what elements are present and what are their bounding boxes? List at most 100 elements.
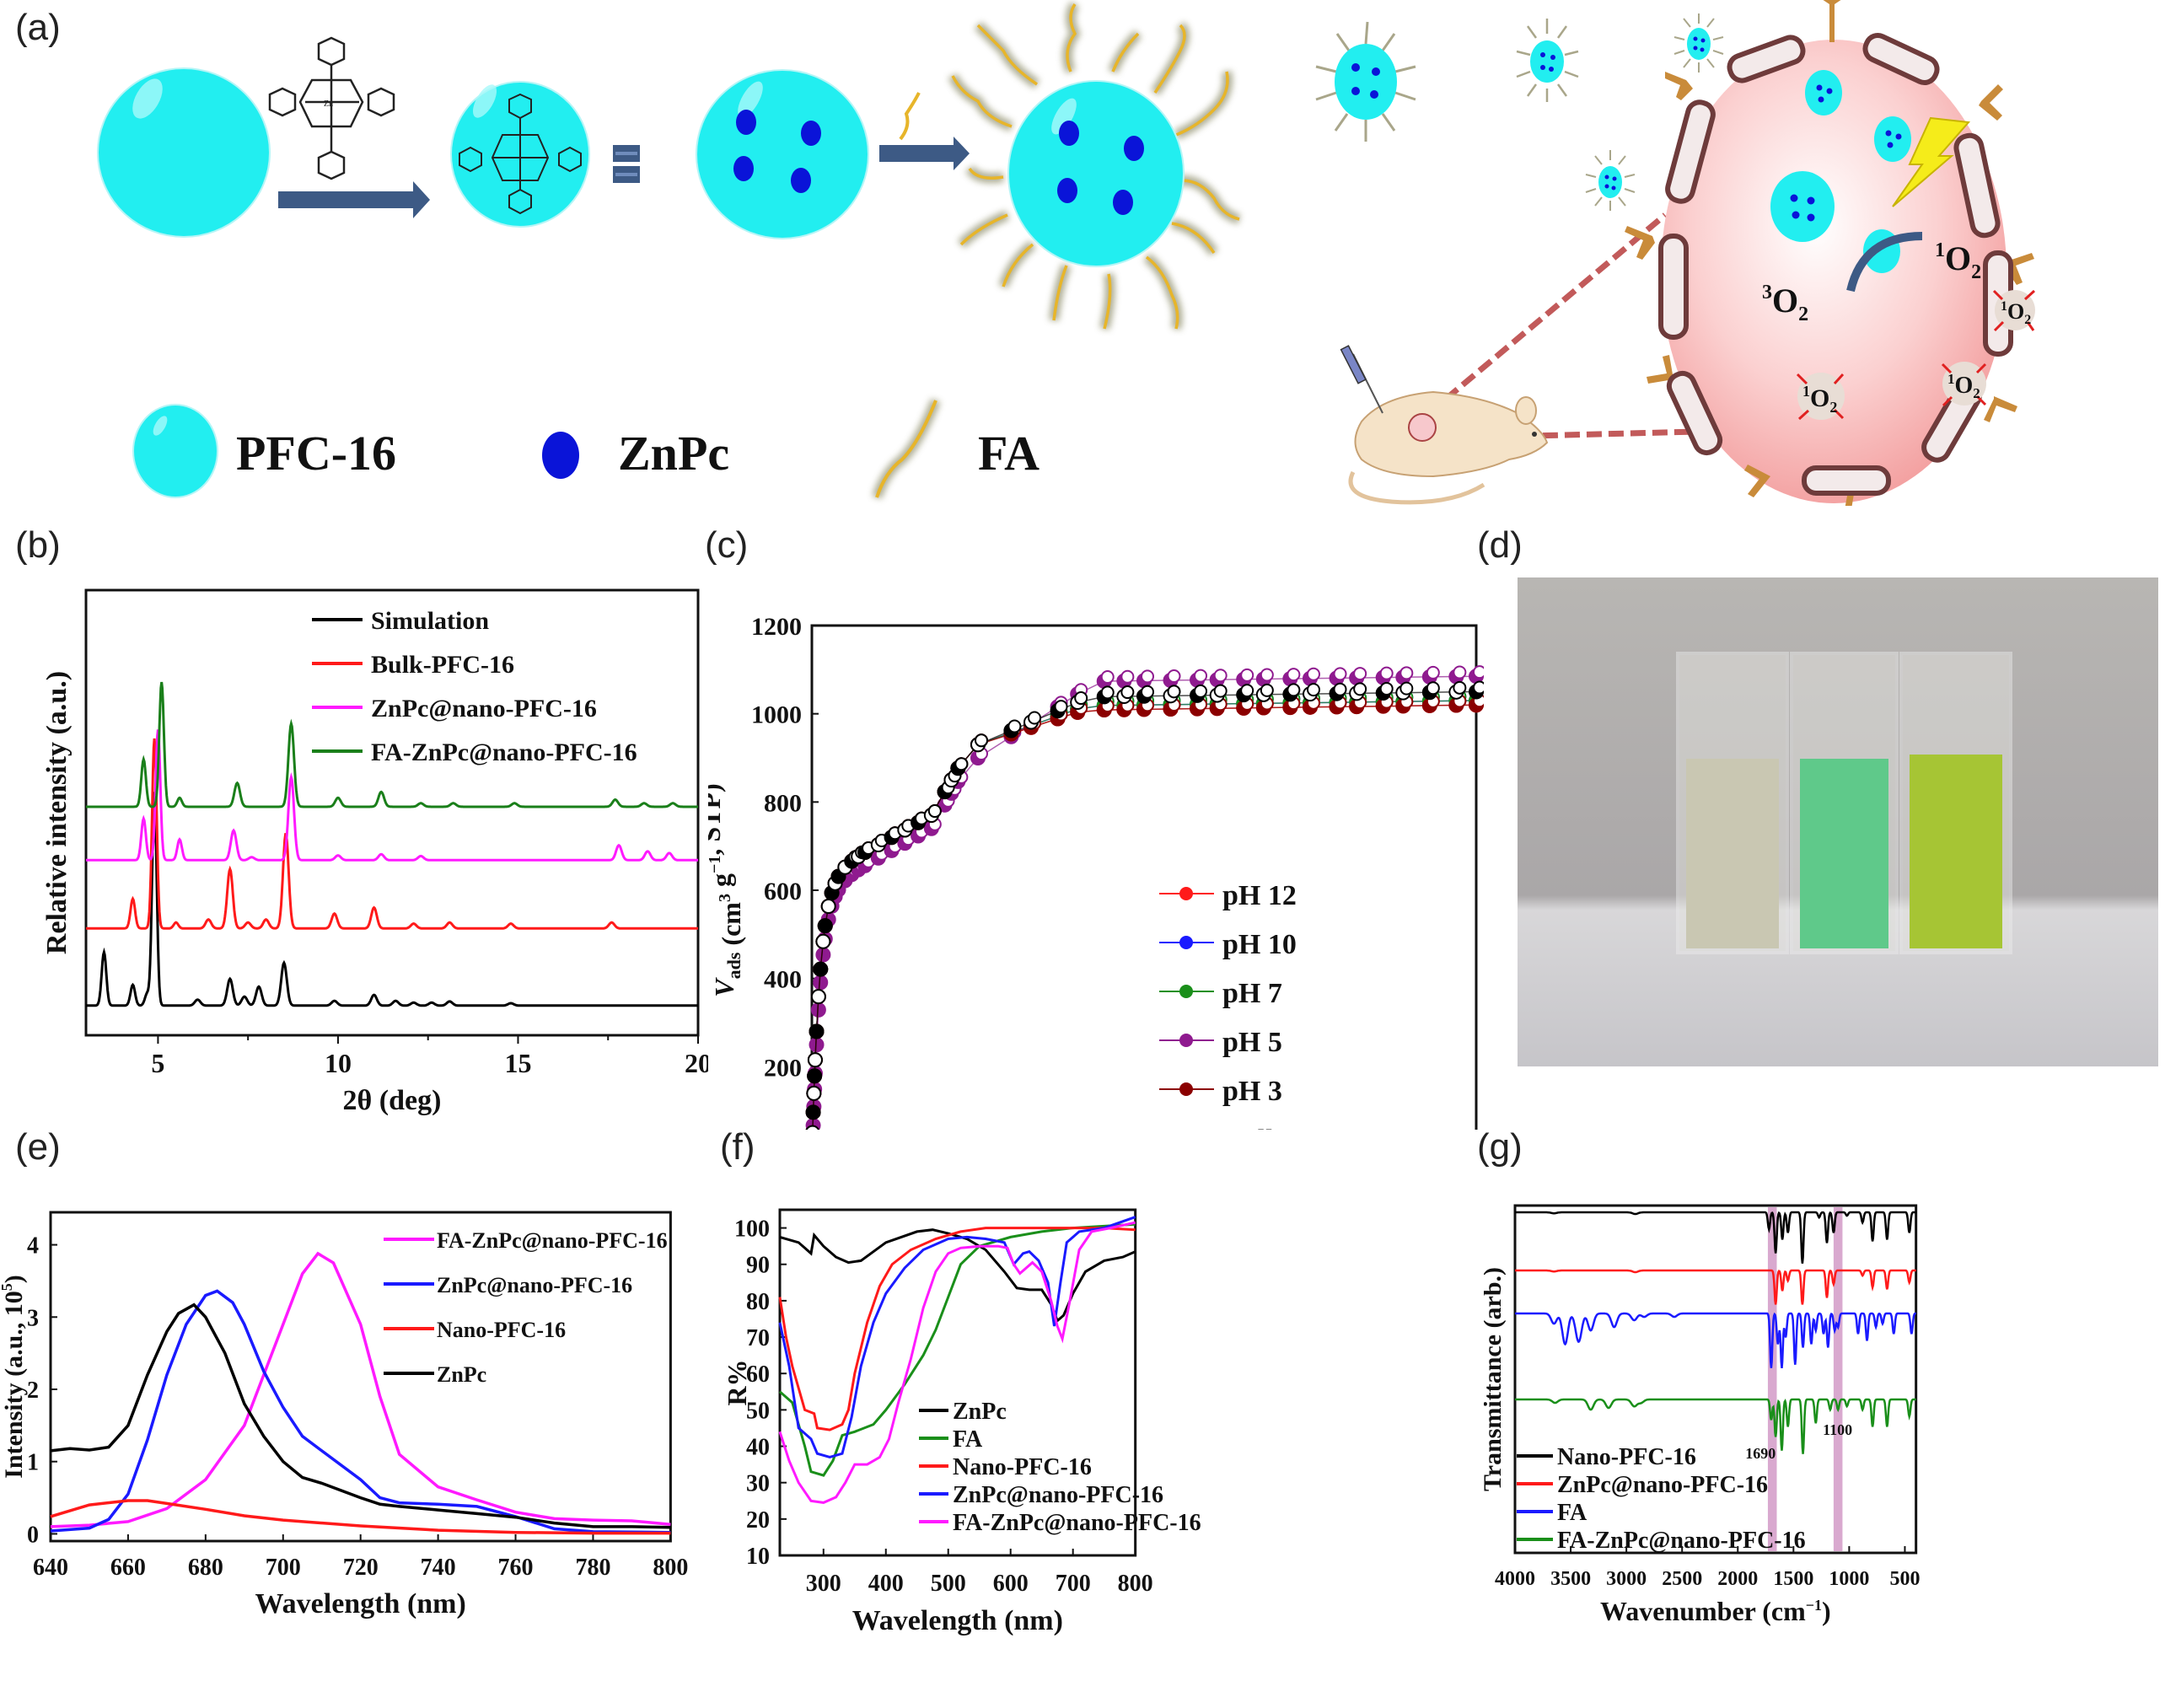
series-line-fa-znpc-nano-pfc-16 (86, 681, 698, 808)
x-tick-label: 800 (1118, 1571, 1153, 1597)
nanoparticle-small (1516, 19, 1579, 102)
nanoparticle-small (1673, 13, 1724, 73)
data-point (805, 1125, 820, 1130)
panel-label-b: (b) (15, 524, 61, 566)
x-tick-label: 4000 (1495, 1568, 1535, 1590)
highlight-band (1833, 1207, 1843, 1551)
y-tick-label: 70 (746, 1325, 770, 1351)
legend-pfc16-label: PFC-16 (236, 426, 396, 481)
legend-marker (1179, 985, 1193, 998)
legend-marker (1179, 1034, 1193, 1047)
x-tick-label: 640 (33, 1555, 68, 1581)
x-tick-label: 400 (868, 1571, 904, 1597)
conversion-arrow (1846, 232, 1923, 293)
series-line (50, 1289, 671, 1534)
schematic-legend: PFC-16 ZnPc FA (132, 398, 1040, 500)
znpc-loaded-sphere (696, 69, 869, 239)
y-tick-label: 800 (764, 789, 802, 817)
arrow-icon (879, 137, 970, 170)
y-tick-label: 90 (746, 1253, 770, 1279)
desorption-point (1194, 669, 1208, 683)
series-line (1515, 1398, 1916, 1454)
x-tick-label: 2000 (1717, 1568, 1758, 1590)
desorption-point (1353, 682, 1367, 696)
isotherm-line (812, 700, 1477, 1130)
series-line-simulation (86, 792, 698, 1007)
panel-label-f: (f) (720, 1126, 755, 1168)
x-axis-label: 2θ (deg) (343, 1085, 442, 1116)
legend-label: pH 7 (1222, 978, 1282, 1009)
pfc16-sphere-loaded (450, 81, 590, 228)
series-line (50, 1499, 671, 1535)
y-tick-label: 2 (27, 1378, 39, 1404)
series-line (1515, 1312, 1916, 1369)
panel-label-e: (e) (15, 1126, 61, 1168)
panel-label-d: (d) (1477, 524, 1523, 566)
chart-e-fluorescence: 640 660 680 700 720 740 760 780 800 0 1 2 3 4 Waveleng… (0, 1211, 688, 1619)
y-tick-label: 20 (746, 1507, 770, 1533)
x-tick-label: 680 (188, 1555, 223, 1581)
x-axis-label: Wavenumber (cm−1) (1600, 1596, 1831, 1626)
y-tick-label: 50 (746, 1398, 770, 1424)
isotherm-line (812, 704, 1477, 1130)
desorption-point (1213, 669, 1228, 683)
desorption-point (1399, 666, 1414, 680)
x-axis-label: Wavelength (nm) (255, 1588, 466, 1619)
photo-d-cuvettes (1518, 577, 2158, 1066)
cuvette-1 (1676, 652, 1789, 954)
series-line (50, 1302, 671, 1529)
isotherm-line (812, 690, 1477, 1130)
legend-label: ZnPc@nano-PFC-16 (371, 695, 597, 722)
desorption-point (1333, 667, 1347, 681)
y-axis-label: Transmittance (arb.) (1484, 1267, 1507, 1491)
fa-coated-sphere (948, 1, 1241, 330)
plot-frame (1513, 1204, 1918, 1555)
data-point (817, 918, 833, 934)
data-point (807, 1052, 823, 1068)
cyan-sphere-icon (132, 404, 218, 498)
panel-label-c: (c) (705, 524, 749, 566)
desorption-point (1426, 681, 1440, 696)
series-line-bulk-pfc-16 (86, 738, 698, 930)
desorption-point (1379, 666, 1394, 680)
svg-text:1O2: 1O2 (2001, 299, 2031, 327)
y-axis-label: R% (722, 1359, 752, 1405)
desorption-point (1167, 669, 1181, 683)
desorption-point (1120, 685, 1135, 700)
singlet-oxygen-burst: 1O2 (1796, 373, 1845, 421)
series-line (1515, 1211, 1916, 1264)
chart-c-isotherm: 0.00.20.40.60.81.020040060080010001200Re… (708, 613, 1484, 1130)
plot-frame (84, 588, 700, 1037)
desorption-point (1167, 685, 1181, 699)
x-tick-label: 700 (1056, 1571, 1091, 1597)
cuvette-2 (1790, 652, 1899, 954)
desorption-point (1473, 680, 1484, 695)
isotherm-line (812, 675, 1477, 1130)
y-tick-label: 40 (746, 1435, 770, 1461)
legend-label: pH 5 (1222, 1027, 1282, 1058)
x-tick-label: 600 (993, 1571, 1029, 1597)
data-point (810, 989, 826, 1005)
y-axis-label: Intensity (a.u., 105) (0, 1275, 28, 1479)
desorption-point (1120, 669, 1135, 684)
desorption-point (1260, 683, 1274, 697)
panel-label-a: (a) (15, 7, 61, 48)
band-label-1690: 1690 (1745, 1445, 1776, 1462)
x-tick-label: 720 (343, 1555, 379, 1581)
y-tick-label: 80 (746, 1289, 770, 1315)
fa-ligand-free (899, 92, 921, 141)
znpc-molecule-icon: Zn (268, 36, 395, 180)
legend-fa-label: FA (978, 426, 1040, 481)
legend-label: ZnPc@nano-PFC-16 (1557, 1472, 1768, 1498)
y-tick-label: 4 (27, 1233, 39, 1260)
band-label-1100: 1100 (1823, 1421, 1852, 1438)
x-tick-label: 800 (653, 1555, 688, 1581)
data-point (820, 899, 836, 915)
nanoparticle-small (1585, 150, 1636, 211)
x-tick-label: 740 (421, 1555, 456, 1581)
legend-label: Simulation (371, 607, 489, 635)
singlet-oxygen-label: 1O2 (1935, 239, 1981, 283)
desorption-point (1007, 719, 1022, 733)
legend-label: FA (1557, 1500, 1587, 1526)
x-tick-label: 660 (110, 1555, 146, 1581)
